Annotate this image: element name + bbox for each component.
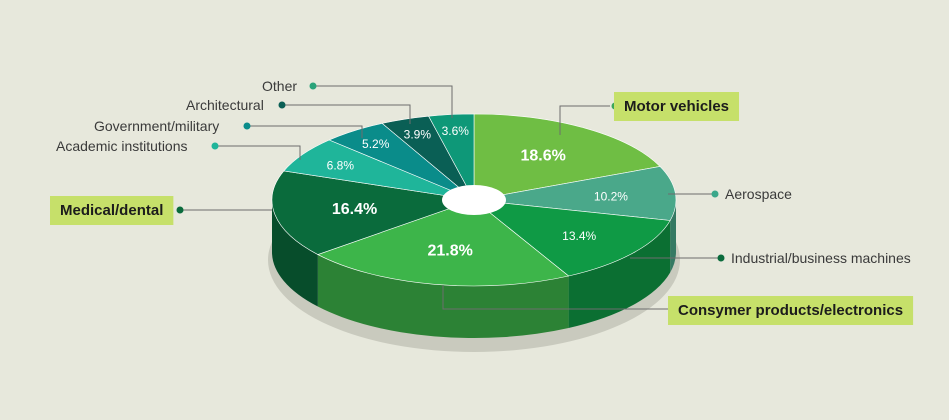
callout-dot-architectural xyxy=(278,101,286,109)
highlight-box-medical-dental xyxy=(50,196,174,225)
pie-slice-consymer-products-electronics xyxy=(317,199,570,287)
callout-line-academic-institutions xyxy=(218,145,301,160)
callout-dot-medical-dental xyxy=(176,206,184,214)
category-label-government-military: Government/military xyxy=(94,118,219,134)
pie-top xyxy=(271,113,677,287)
callout-academic-institutions: Academic institutions xyxy=(56,138,301,160)
slice-value-aerospace: 10.2% xyxy=(594,189,628,203)
callout-line-government-military xyxy=(250,125,363,138)
slice-value-consymer-products-electronics: 21.8% xyxy=(427,243,472,260)
callout-dot-academic-institutions xyxy=(211,142,219,150)
callout-line-consymer-products-electronics xyxy=(442,285,668,310)
pie-slice-industrial-business-machines xyxy=(473,199,671,277)
slice-value-other: 3.6% xyxy=(442,124,470,138)
callout-dot-industrial-business-machines xyxy=(717,254,725,262)
category-label-consymer-products-electronics: Consymer products/electronics xyxy=(678,302,903,319)
category-label-other: Other xyxy=(262,78,297,94)
callout-dot-other xyxy=(309,82,317,90)
pie-slice-motor-vehicles xyxy=(473,113,661,201)
category-label-industrial-business-machines: Industrial/business machines xyxy=(731,250,911,266)
callout-consymer-products-electronics: Consymer products/electronics xyxy=(442,285,914,325)
pie-side-industrial-business-machines xyxy=(568,220,671,328)
callout-medical-dental: Medical/dental xyxy=(50,196,272,225)
category-label-academic-institutions: Academic institutions xyxy=(56,138,188,154)
category-label-medical-dental: Medical/dental xyxy=(60,202,163,219)
category-label-aerospace: Aerospace xyxy=(725,186,792,202)
slice-value-industrial-business-machines: 13.4% xyxy=(562,229,596,243)
slice-value-medical-dental: 16.4% xyxy=(332,201,377,218)
callout-dot-aerospace xyxy=(711,190,719,198)
category-label-motor-vehicles: Motor vehicles xyxy=(624,98,729,115)
callout-architectural: Architectural xyxy=(186,97,411,124)
callout-motor-vehicles: Motor vehicles xyxy=(559,92,740,135)
callout-aerospace: Aerospace xyxy=(668,186,792,202)
slice-value-academic-institutions: 6.8% xyxy=(327,158,355,172)
category-label-architectural: Architectural xyxy=(186,97,264,113)
callout-line-architectural xyxy=(285,104,411,124)
callout-industrial-business-machines: Industrial/business machines xyxy=(630,250,911,266)
callout-dot-government-military xyxy=(243,122,251,130)
pie-slice-medical-dental xyxy=(271,170,475,255)
callout-government-military: Government/military xyxy=(94,118,363,138)
slice-value-architectural: 3.9% xyxy=(404,128,432,142)
pie-side-medical-dental xyxy=(272,200,318,307)
slice-value-government-military: 5.2% xyxy=(362,137,390,151)
pie-hole xyxy=(442,185,506,215)
callout-line-other xyxy=(316,85,453,118)
slice-value-motor-vehicles: 18.6% xyxy=(520,148,565,165)
callout-line-motor-vehicles xyxy=(559,105,610,135)
pie-slice-aerospace xyxy=(473,166,677,221)
highlight-box-motor-vehicles xyxy=(614,92,740,121)
callout-other: Other xyxy=(262,78,453,118)
pie-slice-other xyxy=(428,113,475,201)
highlight-box-consymer-products-electronics xyxy=(668,296,914,325)
